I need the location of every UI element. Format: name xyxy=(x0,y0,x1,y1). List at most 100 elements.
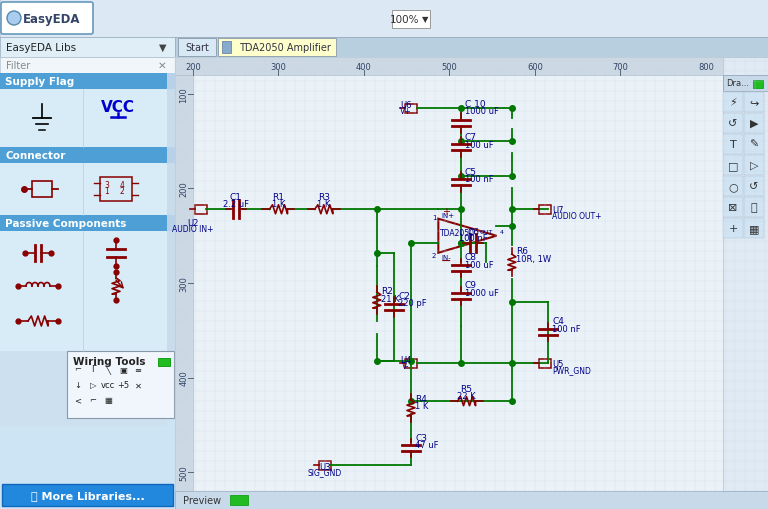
Bar xyxy=(539,205,551,214)
Text: IN+: IN+ xyxy=(442,212,455,218)
Text: Filter: Filter xyxy=(6,61,30,71)
Text: 2.2 uF: 2.2 uF xyxy=(223,200,249,209)
Text: Connector: Connector xyxy=(5,151,65,161)
Text: V-: V- xyxy=(402,362,409,371)
Text: ▦: ▦ xyxy=(749,223,760,234)
Bar xyxy=(32,182,52,197)
Text: 200: 200 xyxy=(185,63,201,71)
Text: Start: Start xyxy=(185,43,209,53)
Text: U5: U5 xyxy=(552,359,564,368)
Text: 500: 500 xyxy=(442,63,457,71)
Text: EasyEDA: EasyEDA xyxy=(23,13,81,25)
Text: ✎: ✎ xyxy=(750,140,759,150)
Text: C4: C4 xyxy=(552,317,564,326)
Text: C 10: C 10 xyxy=(465,100,485,108)
Text: PWR_GND: PWR_GND xyxy=(552,366,591,375)
Bar xyxy=(167,164,175,216)
Text: 1: 1 xyxy=(432,214,436,220)
Text: VCC: VCC xyxy=(101,100,135,115)
Text: Wiring Tools: Wiring Tools xyxy=(73,356,145,366)
Text: +: + xyxy=(442,206,450,216)
Bar xyxy=(175,38,768,58)
Bar xyxy=(539,359,551,368)
Text: ▷: ▷ xyxy=(90,381,96,390)
Text: 21 K: 21 K xyxy=(381,294,399,303)
Text: 400: 400 xyxy=(180,370,188,386)
Text: Supply Flag: Supply Flag xyxy=(5,77,74,87)
Text: ⌐: ⌐ xyxy=(74,365,81,374)
Text: 300: 300 xyxy=(270,63,286,71)
Text: ⌐: ⌐ xyxy=(90,395,97,405)
FancyBboxPatch shape xyxy=(1,3,93,35)
Bar xyxy=(175,76,193,491)
Text: IN-: IN- xyxy=(442,254,451,260)
Bar xyxy=(175,58,768,76)
Bar xyxy=(744,93,764,113)
Text: −: − xyxy=(441,254,452,268)
Text: OUT: OUT xyxy=(480,230,494,235)
Text: 10R, 1W: 10R, 1W xyxy=(516,254,551,263)
Text: C7: C7 xyxy=(465,133,477,142)
Text: ↺: ↺ xyxy=(728,119,738,129)
Text: U3: U3 xyxy=(319,462,330,471)
Text: ▦: ▦ xyxy=(104,395,112,405)
Text: ≡: ≡ xyxy=(134,365,141,374)
Text: 100 nF: 100 nF xyxy=(465,175,494,184)
Text: 100 uF: 100 uF xyxy=(465,140,494,149)
Bar xyxy=(744,135,764,155)
Text: 1 K: 1 K xyxy=(272,200,285,209)
Bar xyxy=(167,90,175,148)
Text: R5: R5 xyxy=(461,385,472,393)
Text: R6: R6 xyxy=(516,247,528,256)
Text: ▼: ▼ xyxy=(422,15,429,24)
Bar xyxy=(167,74,175,90)
Bar xyxy=(744,218,764,239)
Circle shape xyxy=(7,12,21,26)
Bar xyxy=(0,74,167,90)
FancyBboxPatch shape xyxy=(67,351,174,418)
Bar xyxy=(723,218,743,239)
Text: Preview: Preview xyxy=(183,495,221,505)
Bar xyxy=(723,93,743,113)
Text: ▣: ▣ xyxy=(119,365,127,374)
Text: 500: 500 xyxy=(180,464,188,480)
Bar xyxy=(167,216,175,232)
Bar xyxy=(0,58,175,74)
Bar xyxy=(0,148,167,164)
Text: C5: C5 xyxy=(465,167,477,177)
Bar xyxy=(723,197,743,217)
Bar xyxy=(167,232,175,351)
Text: 100%: 100% xyxy=(390,15,420,25)
Text: ⚡: ⚡ xyxy=(729,98,737,108)
Text: +: + xyxy=(728,223,738,234)
Text: U2: U2 xyxy=(187,218,199,228)
Bar xyxy=(0,90,167,148)
Text: 3: 3 xyxy=(104,181,109,190)
Text: ▷: ▷ xyxy=(750,161,758,171)
Text: TDA2050 Amplifier: TDA2050 Amplifier xyxy=(239,43,331,53)
Bar xyxy=(2,484,173,506)
Bar xyxy=(744,114,764,134)
Text: C6: C6 xyxy=(468,228,479,237)
Text: C1: C1 xyxy=(230,193,242,202)
Text: R2: R2 xyxy=(381,287,393,296)
Bar xyxy=(723,156,743,176)
Bar xyxy=(175,58,768,491)
Text: ↓: ↓ xyxy=(74,381,81,390)
Text: U4: U4 xyxy=(400,355,412,364)
Text: 100: 100 xyxy=(180,87,188,103)
Bar xyxy=(723,58,768,491)
Text: 4: 4 xyxy=(499,230,504,235)
Bar xyxy=(392,11,430,29)
Bar xyxy=(405,359,417,368)
Text: ○: ○ xyxy=(728,182,738,191)
Text: <: < xyxy=(74,395,81,405)
Text: SIG_GND: SIG_GND xyxy=(307,467,342,476)
Text: □: □ xyxy=(728,161,738,171)
Text: V+: V+ xyxy=(400,107,412,116)
Bar xyxy=(723,177,743,196)
Bar xyxy=(744,177,764,196)
Text: 1: 1 xyxy=(104,187,109,195)
Text: 1 K: 1 K xyxy=(415,402,429,411)
Bar xyxy=(195,205,207,214)
